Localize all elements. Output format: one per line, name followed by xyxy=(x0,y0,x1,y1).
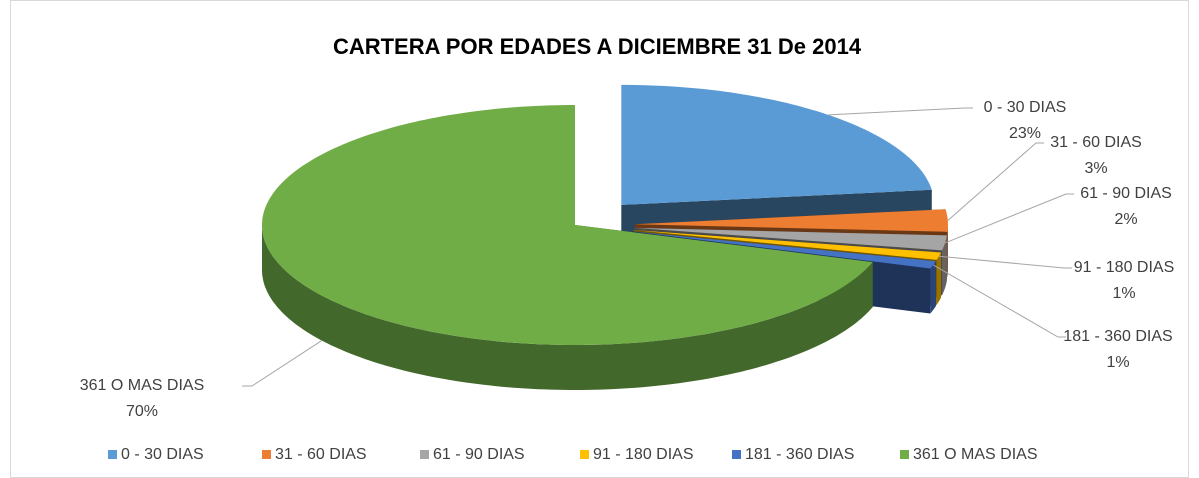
slice-outer-side xyxy=(936,252,941,305)
data-label-name: 181 - 360 DIAS xyxy=(1063,328,1172,345)
data-label-value: 1% xyxy=(1106,354,1129,371)
data-label-name: 91 - 180 DIAS xyxy=(1074,259,1175,276)
legend-label: 31 - 60 DIAS xyxy=(275,446,367,463)
pie-slice xyxy=(262,105,873,345)
data-label-name: 0 - 30 DIAS xyxy=(984,99,1067,116)
data-label-value: 70% xyxy=(126,403,158,420)
slice-outer-side xyxy=(930,261,936,314)
data-label-value: 1% xyxy=(1112,285,1135,302)
pie-slice xyxy=(633,230,941,260)
leader-line xyxy=(947,142,1044,221)
legend-swatch xyxy=(108,450,117,459)
data-label-value: 2% xyxy=(1114,211,1137,228)
legend-swatch xyxy=(900,450,909,459)
legend-label: 0 - 30 DIAS xyxy=(121,446,204,463)
legend-swatch xyxy=(732,450,741,459)
data-label-name: 361 O MAS DIAS xyxy=(80,377,205,394)
leader-line xyxy=(932,264,1066,338)
pie-slice xyxy=(621,84,932,205)
slice-outer-side xyxy=(942,235,947,296)
legend-label: 61 - 90 DIAS xyxy=(433,446,525,463)
leader-line xyxy=(944,193,1074,244)
leader-line xyxy=(828,107,973,116)
pie-slice xyxy=(632,231,936,269)
slice-tops xyxy=(262,84,948,345)
pie-slice xyxy=(635,209,948,232)
pie-slice xyxy=(634,227,947,251)
slice-outer-side xyxy=(262,225,873,390)
data-label-name: 31 - 60 DIAS xyxy=(1050,134,1142,151)
chart-title: CARTERA POR EDADES A DICIEMBRE 31 De 201… xyxy=(333,34,862,59)
slice-outer-side xyxy=(947,224,948,277)
data-label-name: 61 - 90 DIAS xyxy=(1080,185,1172,202)
leader-line xyxy=(242,340,323,387)
legend-swatch xyxy=(580,450,589,459)
legend-label: 181 - 360 DIAS xyxy=(745,446,854,463)
legend-label: 361 O MAS DIAS xyxy=(913,446,1038,463)
legend-swatch xyxy=(420,450,429,459)
legend-swatch xyxy=(262,450,271,459)
legend-label: 91 - 180 DIAS xyxy=(593,446,694,463)
data-label-value: 23% xyxy=(1009,125,1041,142)
data-label-value: 3% xyxy=(1084,160,1107,177)
leader-line xyxy=(938,255,1072,269)
